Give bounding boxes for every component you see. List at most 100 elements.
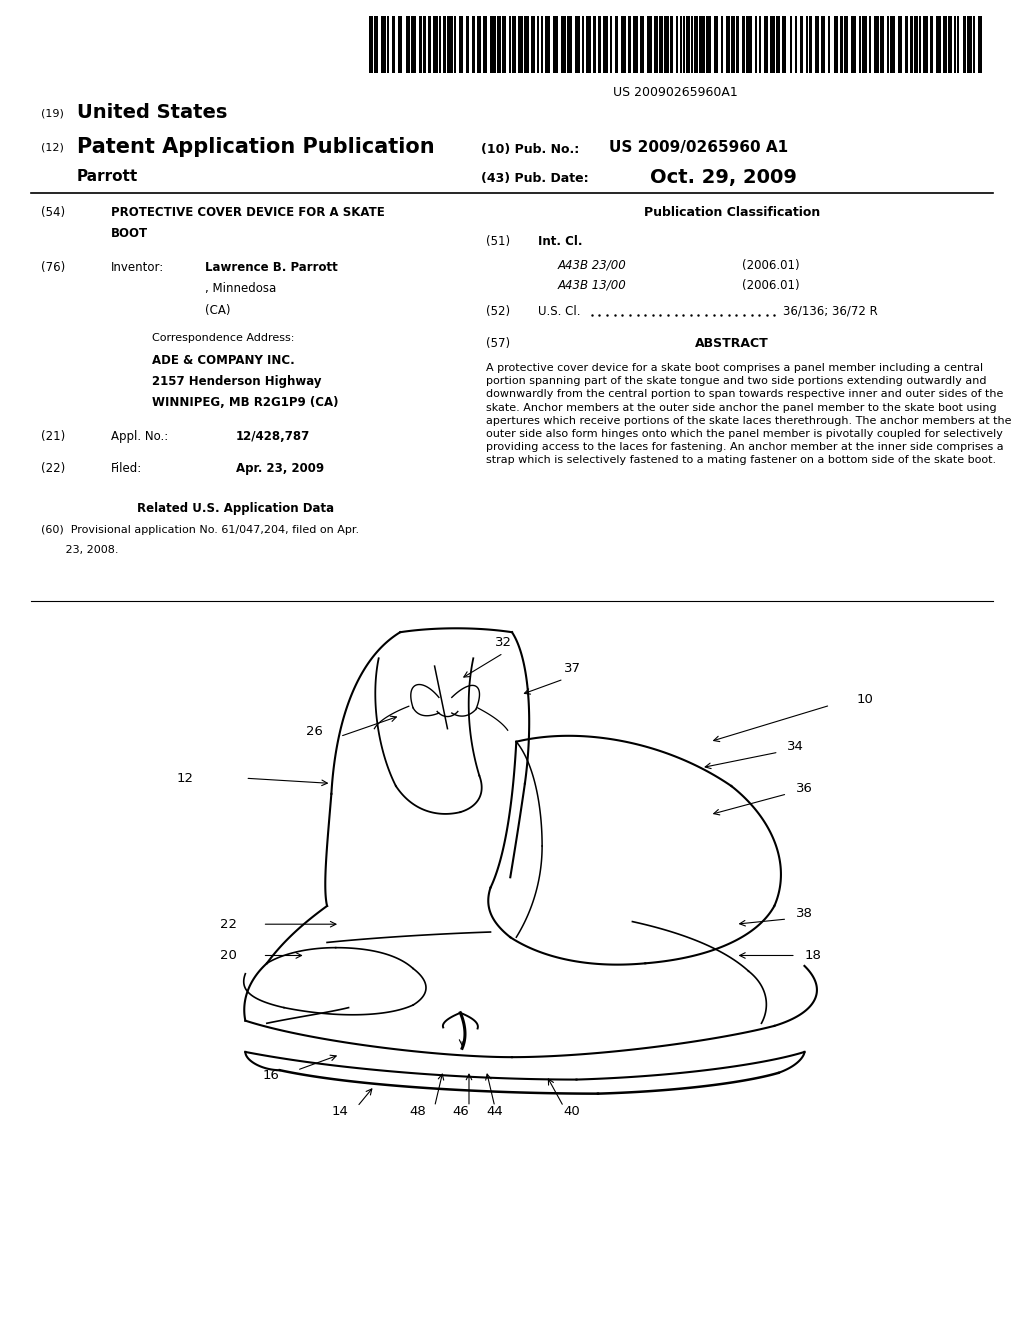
Bar xyxy=(490,16,496,73)
Bar xyxy=(874,16,879,73)
Bar xyxy=(795,16,797,73)
Text: 18: 18 xyxy=(805,949,821,962)
Text: 20: 20 xyxy=(220,949,237,962)
Bar xyxy=(963,16,966,73)
Bar xyxy=(914,16,918,73)
Bar xyxy=(561,16,566,73)
Bar xyxy=(770,16,775,73)
Bar xyxy=(603,16,608,73)
Bar xyxy=(699,16,705,73)
Bar xyxy=(647,16,652,73)
Bar xyxy=(844,16,848,73)
Text: 46: 46 xyxy=(452,1105,469,1118)
Bar xyxy=(714,16,718,73)
Bar xyxy=(691,16,693,73)
Bar xyxy=(923,16,928,73)
Text: Int. Cl.: Int. Cl. xyxy=(538,235,582,248)
Text: 36: 36 xyxy=(796,783,813,795)
Text: 22: 22 xyxy=(219,917,237,931)
Bar xyxy=(683,16,685,73)
Bar xyxy=(898,16,902,73)
Text: 44: 44 xyxy=(486,1105,503,1118)
Text: 40: 40 xyxy=(564,1105,581,1118)
Bar xyxy=(880,16,884,73)
Bar xyxy=(967,16,972,73)
Bar xyxy=(910,16,913,73)
Bar xyxy=(764,16,768,73)
Text: (2006.01): (2006.01) xyxy=(742,279,800,292)
Bar xyxy=(905,16,908,73)
Text: ADE & COMPANY INC.: ADE & COMPANY INC. xyxy=(152,354,294,367)
Bar xyxy=(472,16,475,73)
Text: Parrott: Parrott xyxy=(77,169,138,183)
Bar xyxy=(815,16,819,73)
Text: (2006.01): (2006.01) xyxy=(742,259,800,272)
Bar xyxy=(809,16,812,73)
Text: Related U.S. Application Data: Related U.S. Application Data xyxy=(137,502,334,515)
Bar xyxy=(459,16,463,73)
Text: 10: 10 xyxy=(856,693,873,706)
Text: BOOT: BOOT xyxy=(111,227,147,240)
Bar xyxy=(454,16,456,73)
Text: (10) Pub. No.:: (10) Pub. No.: xyxy=(481,143,580,156)
Text: US 2009/0265960 A1: US 2009/0265960 A1 xyxy=(609,140,788,154)
Bar xyxy=(518,16,523,73)
Text: PROTECTIVE COVER DEVICE FOR A SKATE: PROTECTIVE COVER DEVICE FOR A SKATE xyxy=(111,206,384,219)
Bar xyxy=(859,16,861,73)
Bar xyxy=(936,16,941,73)
Bar xyxy=(721,16,723,73)
Text: 32: 32 xyxy=(495,636,512,649)
Text: Apr. 23, 2009: Apr. 23, 2009 xyxy=(236,462,324,475)
Bar xyxy=(790,16,792,73)
Bar xyxy=(640,16,644,73)
Text: 12: 12 xyxy=(176,772,194,784)
Text: (54): (54) xyxy=(41,206,66,219)
Text: (52): (52) xyxy=(486,305,511,318)
Bar xyxy=(502,16,506,73)
Text: A43B 13/00: A43B 13/00 xyxy=(558,279,627,292)
Bar xyxy=(411,16,416,73)
Text: 38: 38 xyxy=(796,907,813,920)
Text: Filed:: Filed: xyxy=(111,462,142,475)
Bar xyxy=(948,16,952,73)
Bar xyxy=(869,16,871,73)
Bar xyxy=(633,16,638,73)
Bar xyxy=(954,16,956,73)
Bar xyxy=(381,16,386,73)
Bar xyxy=(443,16,446,73)
Bar xyxy=(834,16,838,73)
Bar xyxy=(887,16,889,73)
Bar xyxy=(746,16,752,73)
Bar xyxy=(406,16,410,73)
Bar xyxy=(545,16,550,73)
Bar xyxy=(755,16,757,73)
Text: Correspondence Address:: Correspondence Address: xyxy=(152,333,294,343)
Bar xyxy=(537,16,539,73)
Bar xyxy=(680,16,682,73)
Bar xyxy=(483,16,487,73)
Bar xyxy=(512,16,516,73)
Text: 14: 14 xyxy=(332,1105,348,1118)
Bar xyxy=(943,16,947,73)
Bar xyxy=(694,16,698,73)
Bar xyxy=(706,16,711,73)
Text: 36/136; 36/72 R: 36/136; 36/72 R xyxy=(783,305,879,318)
Bar xyxy=(670,16,673,73)
Bar xyxy=(586,16,591,73)
Text: (CA): (CA) xyxy=(205,304,230,317)
Bar xyxy=(978,16,982,73)
Bar xyxy=(497,16,501,73)
Bar xyxy=(851,16,856,73)
Text: A43B 23/00: A43B 23/00 xyxy=(558,259,627,272)
Text: WINNIPEG, MB R2G1P9 (CA): WINNIPEG, MB R2G1P9 (CA) xyxy=(152,396,338,409)
Bar xyxy=(806,16,808,73)
Bar xyxy=(567,16,572,73)
Text: 34: 34 xyxy=(787,741,804,754)
Text: 48: 48 xyxy=(409,1105,426,1118)
Bar xyxy=(862,16,867,73)
Bar xyxy=(731,16,735,73)
Text: (76): (76) xyxy=(41,261,66,275)
Bar xyxy=(598,16,601,73)
Bar xyxy=(821,16,825,73)
Bar xyxy=(477,16,481,73)
